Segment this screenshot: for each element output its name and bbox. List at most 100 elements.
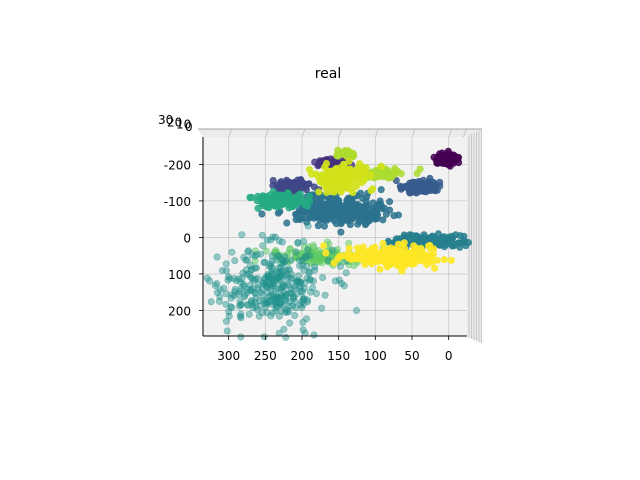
data-point: [286, 319, 294, 327]
data-point: [346, 210, 354, 218]
data-point: [299, 300, 307, 308]
data-point: [338, 168, 346, 176]
data-point: [245, 310, 253, 318]
x-tick-label: 100: [364, 349, 387, 363]
data-point: [321, 291, 329, 299]
data-point: [447, 256, 455, 264]
axes-frame: [198, 128, 482, 337]
data-point: [258, 210, 266, 218]
data-point: [330, 259, 338, 267]
data-point: [211, 281, 219, 289]
data-point: [379, 216, 387, 224]
data-point: [324, 180, 332, 188]
data-point: [329, 167, 337, 175]
data-point: [382, 172, 390, 180]
data-point: [275, 299, 283, 307]
data-point: [222, 300, 230, 308]
data-point: [320, 242, 328, 250]
data-point: [394, 253, 402, 261]
data-point: [303, 218, 311, 226]
x-tick-label: 250: [254, 349, 277, 363]
data-point: [341, 216, 349, 224]
grid-line-z: [338, 128, 342, 138]
data-point: [299, 318, 307, 326]
data-point: [281, 272, 289, 280]
data-point: [320, 222, 328, 230]
data-point: [283, 274, 291, 282]
data-point: [407, 252, 415, 260]
data-point: [316, 196, 324, 204]
data-point: [292, 304, 300, 312]
data-point: [443, 160, 451, 168]
data-point: [348, 196, 356, 204]
data-point: [258, 291, 266, 299]
data-point: [434, 157, 442, 165]
data-point: [314, 162, 322, 170]
data-point: [305, 192, 313, 200]
grid-line-z: [375, 128, 379, 138]
data-point: [282, 266, 290, 274]
grid-line-z: [265, 128, 269, 138]
data-point: [304, 222, 312, 230]
data-point: [381, 251, 389, 259]
data-point: [226, 274, 234, 282]
data-point: [406, 181, 414, 189]
data-point: [296, 283, 304, 291]
data-point: [447, 235, 455, 243]
data-point: [283, 200, 291, 208]
data-point: [290, 282, 298, 290]
data-point: [296, 190, 304, 198]
data-point: [275, 264, 283, 272]
data-point: [278, 292, 286, 300]
data-point: [434, 230, 442, 238]
data-point: [357, 203, 365, 211]
data-point: [320, 206, 328, 214]
data-point: [327, 187, 335, 195]
data-point: [291, 198, 299, 206]
data-point: [251, 298, 259, 306]
data-point: [294, 176, 302, 184]
data-point: [299, 256, 307, 264]
data-point: [251, 264, 259, 272]
data-point: [335, 276, 343, 284]
data-point: [238, 231, 246, 239]
data-point: [345, 244, 353, 252]
data-point: [237, 310, 245, 318]
data-point: [267, 312, 275, 320]
z-tick-label: 30: [158, 113, 173, 127]
data-point: [310, 253, 318, 261]
data-point: [268, 252, 276, 260]
data-point: [272, 275, 280, 283]
data-point: [336, 262, 344, 270]
data-point: [413, 170, 421, 178]
data-point: [237, 333, 245, 341]
data-point: [275, 252, 283, 260]
data-point: [347, 184, 355, 192]
data-point: [301, 329, 309, 337]
grid-line-z: [228, 128, 232, 138]
data-point: [295, 262, 303, 270]
data-point: [277, 307, 285, 315]
data-point: [352, 253, 360, 261]
data-point: [252, 294, 260, 302]
data-point: [222, 267, 230, 275]
data-point: [376, 265, 384, 273]
data-point: [302, 198, 310, 206]
data-point: [207, 298, 215, 306]
y-tick-label: -100: [164, 195, 191, 209]
data-point: [291, 311, 299, 319]
data-point: [430, 185, 438, 193]
data-point: [284, 189, 292, 197]
z-tick-label: 0: [185, 120, 193, 134]
data-point: [342, 204, 350, 212]
data-point: [269, 182, 277, 190]
data-point: [307, 288, 315, 296]
data-point: [387, 244, 395, 252]
grid-line-z: [463, 128, 467, 138]
data-point: [254, 284, 262, 292]
data-point: [246, 286, 254, 294]
data-point: [416, 254, 424, 262]
data-point: [363, 193, 371, 201]
data-point: [302, 315, 310, 323]
data-point: [322, 249, 330, 257]
